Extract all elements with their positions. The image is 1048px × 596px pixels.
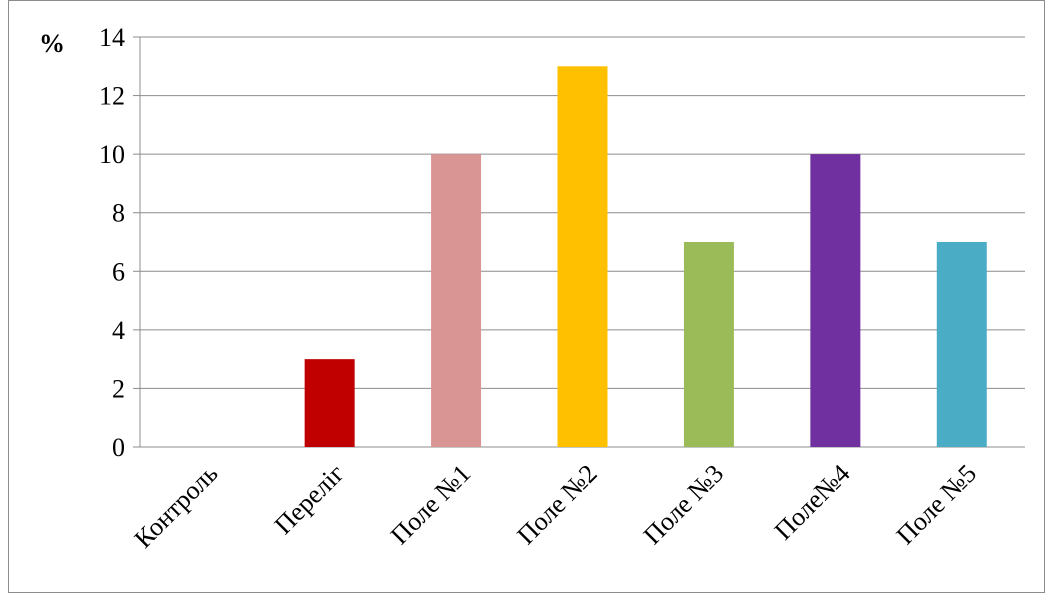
y-tick-label: 14 <box>99 23 125 52</box>
y-tick-label: 8 <box>112 199 125 228</box>
x-tick-labels: Контроль Переліг Поле №1 Поле №2 Поле №3 Поле… <box>129 459 982 554</box>
y-tick-labels: 0 2 4 6 8 10 12 14 <box>99 23 125 462</box>
y-axis-unit-label: % <box>39 29 65 58</box>
y-tick-label: 10 <box>99 140 125 169</box>
bars <box>304 66 987 448</box>
x-tick-label: Переліг <box>269 459 350 540</box>
y-tick-label: 0 <box>112 433 125 462</box>
bar-6 <box>810 154 861 447</box>
bar-7 <box>936 242 987 447</box>
y-tick-label: 4 <box>112 316 125 345</box>
x-tick-label: Поле №2 <box>511 459 602 550</box>
bar-4 <box>557 66 608 448</box>
bar-5 <box>683 242 734 447</box>
chart-frame <box>8 0 1045 593</box>
x-tick-label: Поле №1 <box>385 459 476 550</box>
y-tick-label: 6 <box>112 257 125 286</box>
bar-3 <box>431 154 482 447</box>
y-tick-label: 2 <box>112 374 125 403</box>
x-tick-label: Контроль <box>129 459 224 554</box>
y-tick-label: 12 <box>99 82 125 111</box>
x-tick-label: Поле №3 <box>638 459 729 550</box>
x-tick-label: Поле№4 <box>769 459 856 546</box>
bar-2 <box>304 359 355 447</box>
x-tick-label: Поле №5 <box>891 459 982 550</box>
